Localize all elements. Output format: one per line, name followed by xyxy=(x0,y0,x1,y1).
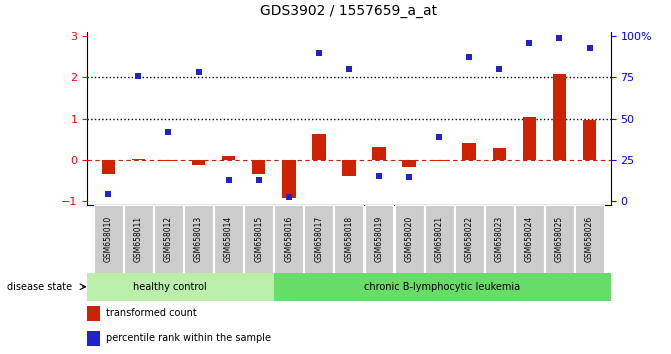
Point xyxy=(344,66,354,72)
Point xyxy=(374,173,384,178)
Point xyxy=(494,66,505,72)
Point xyxy=(404,175,415,180)
Text: chronic B-lymphocytic leukemia: chronic B-lymphocytic leukemia xyxy=(364,282,520,292)
Bar xyxy=(87,306,101,321)
Point xyxy=(554,35,565,41)
Point xyxy=(133,74,144,79)
Text: GSM658023: GSM658023 xyxy=(495,216,504,262)
Bar xyxy=(192,160,205,165)
Bar xyxy=(432,160,446,161)
Text: GSM658013: GSM658013 xyxy=(194,216,203,262)
Bar xyxy=(342,160,356,176)
Text: percentile rank within the sample: percentile rank within the sample xyxy=(105,333,270,343)
Bar xyxy=(305,205,333,273)
Text: GSM658010: GSM658010 xyxy=(104,216,113,262)
Bar xyxy=(553,74,566,160)
Text: GSM658021: GSM658021 xyxy=(435,216,444,262)
Bar xyxy=(252,160,266,174)
Bar xyxy=(312,134,325,160)
Bar xyxy=(364,205,393,273)
Text: GSM658014: GSM658014 xyxy=(224,216,233,262)
Bar xyxy=(523,116,536,160)
Point xyxy=(524,41,535,46)
Point xyxy=(433,134,444,140)
Bar xyxy=(274,273,611,301)
Bar xyxy=(462,143,476,160)
Bar xyxy=(575,205,604,273)
Text: GSM658026: GSM658026 xyxy=(585,216,594,262)
Bar xyxy=(395,205,423,273)
Bar xyxy=(87,331,101,346)
Text: GSM658020: GSM658020 xyxy=(405,216,413,262)
Text: GSM658025: GSM658025 xyxy=(555,216,564,262)
Text: GSM658018: GSM658018 xyxy=(344,216,354,262)
Text: GSM658015: GSM658015 xyxy=(254,216,263,262)
Bar xyxy=(334,205,364,273)
Text: disease state: disease state xyxy=(7,282,72,292)
Bar xyxy=(132,159,145,160)
Bar xyxy=(545,205,574,273)
Text: GSM658016: GSM658016 xyxy=(285,216,293,262)
Bar xyxy=(184,205,213,273)
Bar xyxy=(372,147,386,160)
Bar xyxy=(154,205,183,273)
Point xyxy=(163,129,174,135)
Text: transformed count: transformed count xyxy=(105,308,197,318)
Text: healthy control: healthy control xyxy=(133,282,207,292)
Bar xyxy=(425,205,454,273)
Text: GSM658012: GSM658012 xyxy=(164,216,173,262)
Point xyxy=(313,50,324,55)
Bar xyxy=(274,205,303,273)
Bar xyxy=(87,273,274,301)
Bar xyxy=(162,160,175,161)
Text: GSM658022: GSM658022 xyxy=(465,216,474,262)
Point xyxy=(103,191,113,196)
Text: GSM658024: GSM658024 xyxy=(525,216,534,262)
Bar xyxy=(403,160,416,167)
Bar xyxy=(222,156,236,160)
Point xyxy=(193,69,204,75)
Bar xyxy=(515,205,544,273)
Bar xyxy=(493,148,506,160)
Bar xyxy=(485,205,514,273)
Bar xyxy=(282,160,295,198)
Text: GSM658017: GSM658017 xyxy=(314,216,323,262)
Point xyxy=(584,45,595,50)
Bar xyxy=(244,205,273,273)
Bar xyxy=(455,205,484,273)
Point xyxy=(283,194,294,200)
Text: GSM658019: GSM658019 xyxy=(374,216,384,262)
Point xyxy=(464,54,474,59)
Bar xyxy=(94,205,123,273)
Bar xyxy=(124,205,153,273)
Point xyxy=(254,177,264,183)
Text: GSM658011: GSM658011 xyxy=(134,216,143,262)
Text: GDS3902 / 1557659_a_at: GDS3902 / 1557659_a_at xyxy=(260,4,437,18)
Bar xyxy=(214,205,243,273)
Point xyxy=(223,177,234,183)
Bar xyxy=(583,120,597,160)
Bar xyxy=(101,160,115,174)
